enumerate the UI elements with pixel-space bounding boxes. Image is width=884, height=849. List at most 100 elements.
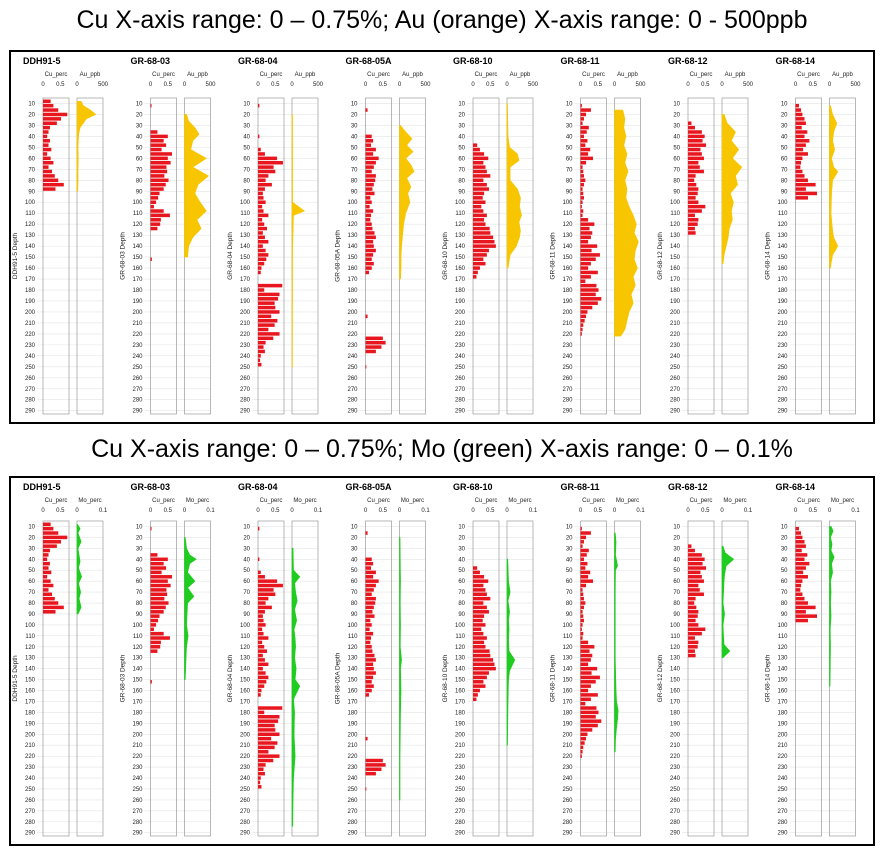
au-profile xyxy=(614,109,639,337)
depth-tick-label: 50 xyxy=(28,145,35,151)
depth-tick-label: 50 xyxy=(136,568,143,574)
depth-tick-label: 270 xyxy=(240,809,251,815)
depth-tick-label: 220 xyxy=(562,332,573,338)
depth-tick-label: 130 xyxy=(670,233,681,239)
depth-tick-label: 70 xyxy=(566,590,573,596)
cu-bar xyxy=(365,684,374,688)
cu-track-frame xyxy=(687,97,715,415)
cu-bar xyxy=(688,605,697,610)
cu-bar xyxy=(580,130,587,134)
cu-bar xyxy=(258,270,261,275)
depth-tick-label: 20 xyxy=(28,112,35,118)
cu-tick-label: 0 xyxy=(579,508,583,514)
cu-bar xyxy=(258,653,263,658)
cu-bar xyxy=(580,139,588,143)
cu-bar xyxy=(43,579,51,583)
hole-title: GR-68-05A xyxy=(346,56,393,66)
cu-bar xyxy=(150,160,171,165)
depth-tick-label: 40 xyxy=(351,557,358,563)
depth-tick-label: 100 xyxy=(670,200,681,206)
cu-track-label: Cu_perc xyxy=(475,498,498,504)
cu-bar xyxy=(473,693,478,697)
depth-tick-label: 280 xyxy=(240,820,251,826)
depth-tick-label: 280 xyxy=(132,398,143,404)
depth-tick-label: 190 xyxy=(670,299,681,305)
cu-bar xyxy=(365,566,372,570)
depth-tick-label: 10 xyxy=(28,101,35,107)
depth-axis-label: GR-68-12 Depth xyxy=(657,654,664,702)
cu-bar xyxy=(580,266,589,270)
cu-bar xyxy=(365,640,371,645)
depth-tick-label: 210 xyxy=(132,743,143,749)
hole-title: GR-68-04 xyxy=(238,482,278,492)
depth-tick-label: 10 xyxy=(351,101,358,107)
au-track-label: Au_ppb xyxy=(510,72,531,78)
depth-tick-label: 160 xyxy=(670,689,681,695)
cu-bar xyxy=(258,640,263,645)
cu-bar xyxy=(580,253,600,257)
cu-bar xyxy=(473,239,495,244)
depth-tick-label: 270 xyxy=(132,387,143,393)
cu-bar xyxy=(580,218,589,222)
depth-tick-label: 80 xyxy=(28,601,35,607)
depth-tick-label: 20 xyxy=(351,535,358,541)
cu-bar xyxy=(688,623,699,627)
cu-bar xyxy=(580,332,582,336)
depth-tick-label: 10 xyxy=(136,101,143,107)
cu-bar xyxy=(365,575,374,579)
depth-tick-label: 180 xyxy=(670,710,681,716)
depth-tick-label: 110 xyxy=(455,211,465,217)
cu-bar xyxy=(365,771,376,776)
depth-tick-label: 150 xyxy=(455,255,466,261)
depth-tick-label: 240 xyxy=(455,354,466,360)
mo-tick-label: 0.1 xyxy=(314,508,323,514)
cu-bar xyxy=(795,191,817,196)
cu-bar xyxy=(365,196,371,200)
depth-tick-label: 250 xyxy=(670,365,681,371)
depth-tick-label: 230 xyxy=(240,765,251,771)
depth-tick-label: 230 xyxy=(670,343,681,349)
depth-tick-label: 190 xyxy=(670,721,681,727)
mo-tick-label: 0.1 xyxy=(421,508,430,514)
depth-tick-label: 190 xyxy=(132,299,143,305)
depth-tick-label: 20 xyxy=(458,535,465,541)
depth-tick-label: 180 xyxy=(240,710,251,716)
cu-bar xyxy=(365,235,376,240)
mo-tick-label: 0.1 xyxy=(636,508,645,514)
hole-title: GR-68-14 xyxy=(776,482,816,492)
cu-bar xyxy=(688,548,695,553)
depth-tick-label: 220 xyxy=(777,332,788,338)
depth-tick-label: 110 xyxy=(25,211,35,217)
cu-bar xyxy=(473,156,489,161)
depth-tick-label: 20 xyxy=(566,112,573,118)
cu-bar xyxy=(580,553,587,557)
cu-tick-label: 0 xyxy=(471,82,475,88)
depth-tick-label: 120 xyxy=(347,222,358,228)
cu-bar xyxy=(43,522,51,527)
depth-tick-label: 280 xyxy=(777,398,788,404)
cu-tick-label: 0 xyxy=(256,82,260,88)
depth-tick-label: 20 xyxy=(781,535,788,541)
cu-bar xyxy=(580,618,584,623)
cu-bar xyxy=(258,235,265,240)
depth-tick-label: 100 xyxy=(132,200,143,206)
mo-profile xyxy=(721,545,735,659)
cu-bar xyxy=(43,174,55,178)
depth-tick-label: 50 xyxy=(458,568,465,574)
cu-bar xyxy=(365,178,376,183)
depth-tick-label: 100 xyxy=(777,200,788,206)
depth-tick-label: 270 xyxy=(455,809,466,815)
depth-tick-label: 260 xyxy=(562,798,573,804)
cu-bar xyxy=(580,601,586,605)
cu-bar xyxy=(473,680,484,684)
depth-tick-label: 80 xyxy=(566,178,573,184)
cu-bar xyxy=(688,174,696,178)
hole-title: GR-68-11 xyxy=(561,56,600,66)
depth-tick-label: 60 xyxy=(28,156,35,162)
cu-bar xyxy=(365,736,368,741)
depth-tick-label: 250 xyxy=(562,787,573,793)
cu-bar xyxy=(258,754,280,758)
depth-tick-label: 150 xyxy=(777,678,788,684)
